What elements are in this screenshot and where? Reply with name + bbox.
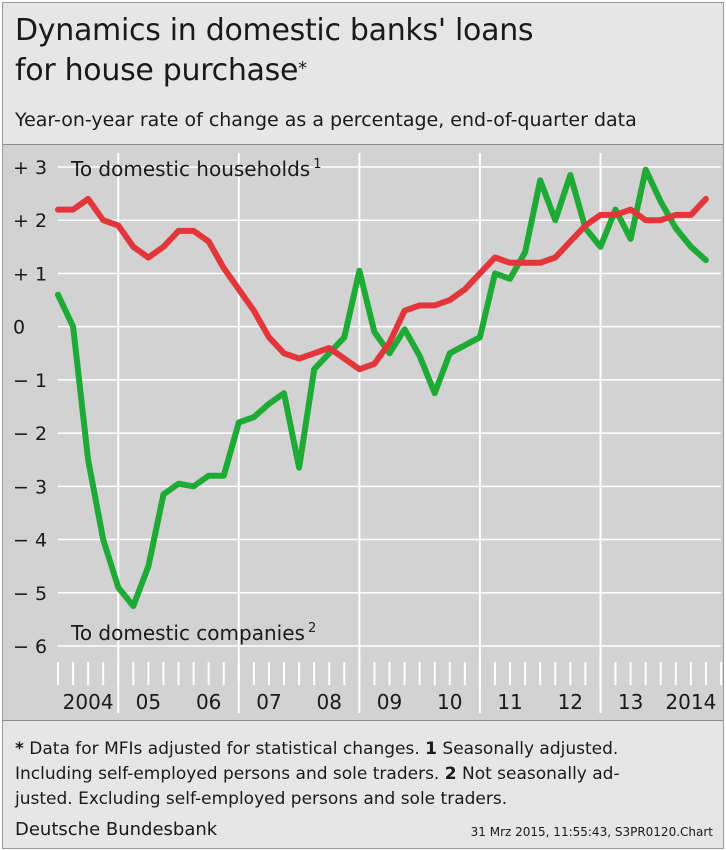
footnote-2-text: Not seasonally ad- [456, 764, 620, 784]
y-axis: + 3 + 2 + 1 0 − 1 − 2 − 3 − 4 − 5 − 6 [13, 157, 47, 658]
companies-label: To domestic companies 2 [70, 621, 316, 645]
footnote-line-3: justed. Excluding self-employed persons … [15, 789, 508, 809]
x-tick-label: 2014 [665, 690, 716, 714]
footnote-1-mark: 1 [425, 739, 437, 759]
divider-bottom [3, 720, 723, 721]
y-tick-label: 0 [13, 317, 25, 339]
x-tick-label: 05 [136, 690, 161, 714]
title-line-2: for house purchase [15, 53, 299, 88]
y-tick-label: − 6 [13, 636, 47, 658]
x-tick-label: 11 [497, 690, 522, 714]
x-tick-label: 12 [558, 690, 583, 714]
timestamp-label: 31 Mrz 2015, 11:55:43, S3PR0120.Chart [470, 825, 713, 839]
y-tick-label: − 3 [13, 476, 47, 498]
households-label: To domestic households 1 [70, 157, 321, 181]
x-tick-label: 13 [618, 690, 643, 714]
series-lines [55, 166, 709, 610]
x-tick-label: 07 [256, 690, 281, 714]
line-chart: + 3 + 2 + 1 0 − 1 − 2 − 3 − 4 − 5 − 6 2004 05 06 07 0… [13, 153, 722, 714]
footnote-star: * [15, 739, 24, 759]
x-tick-label: 08 [317, 690, 342, 714]
title-footnote-mark: * [298, 58, 307, 79]
source-label: Deutsche Bundesbank [15, 819, 218, 840]
y-tick-label: + 2 [13, 210, 47, 232]
footnote-1-text: Seasonally adjusted. [437, 739, 619, 759]
x-tick-label: 10 [437, 690, 462, 714]
x-tick-label: 09 [377, 690, 402, 714]
y-tick-label: − 5 [13, 583, 47, 605]
x-tick-label: 06 [196, 690, 221, 714]
footnote-2-mark: 2 [444, 764, 457, 784]
x-tick-label: 2004 [63, 690, 114, 714]
series-labels: To domestic households 1 To domestic compa… [70, 157, 321, 645]
y-tick-label: + 3 [13, 157, 47, 179]
y-tick-label: − 2 [13, 423, 47, 445]
divider-top [3, 144, 723, 145]
chart-title: Dynamics in domestic banks' loans for ho… [15, 11, 715, 91]
footnote-line-2-text: Including self-employed persons and sole… [15, 764, 445, 784]
companies-series-line [55, 166, 709, 610]
title-line-1: Dynamics in domestic banks' loans [15, 13, 534, 48]
footnotes: * Data for MFIs adjusted for statistical… [15, 737, 715, 812]
footnote-line-2: Including self-employed persons and sole… [15, 762, 715, 787]
y-tick-label: − 1 [13, 370, 47, 392]
households-series-line [55, 195, 709, 373]
y-tick-label: − 4 [13, 530, 47, 552]
footnote-star-text: Data for MFIs adjusted for statistical c… [23, 739, 426, 759]
footnote-line-1: * Data for MFIs adjusted for statistical… [15, 737, 715, 762]
y-tick-label: + 1 [13, 263, 47, 285]
x-axis: 2004 05 06 07 08 09 10 11 12 13 2014 [57, 662, 722, 714]
chart-subtitle: Year-on-year rate of change as a percent… [15, 109, 637, 131]
